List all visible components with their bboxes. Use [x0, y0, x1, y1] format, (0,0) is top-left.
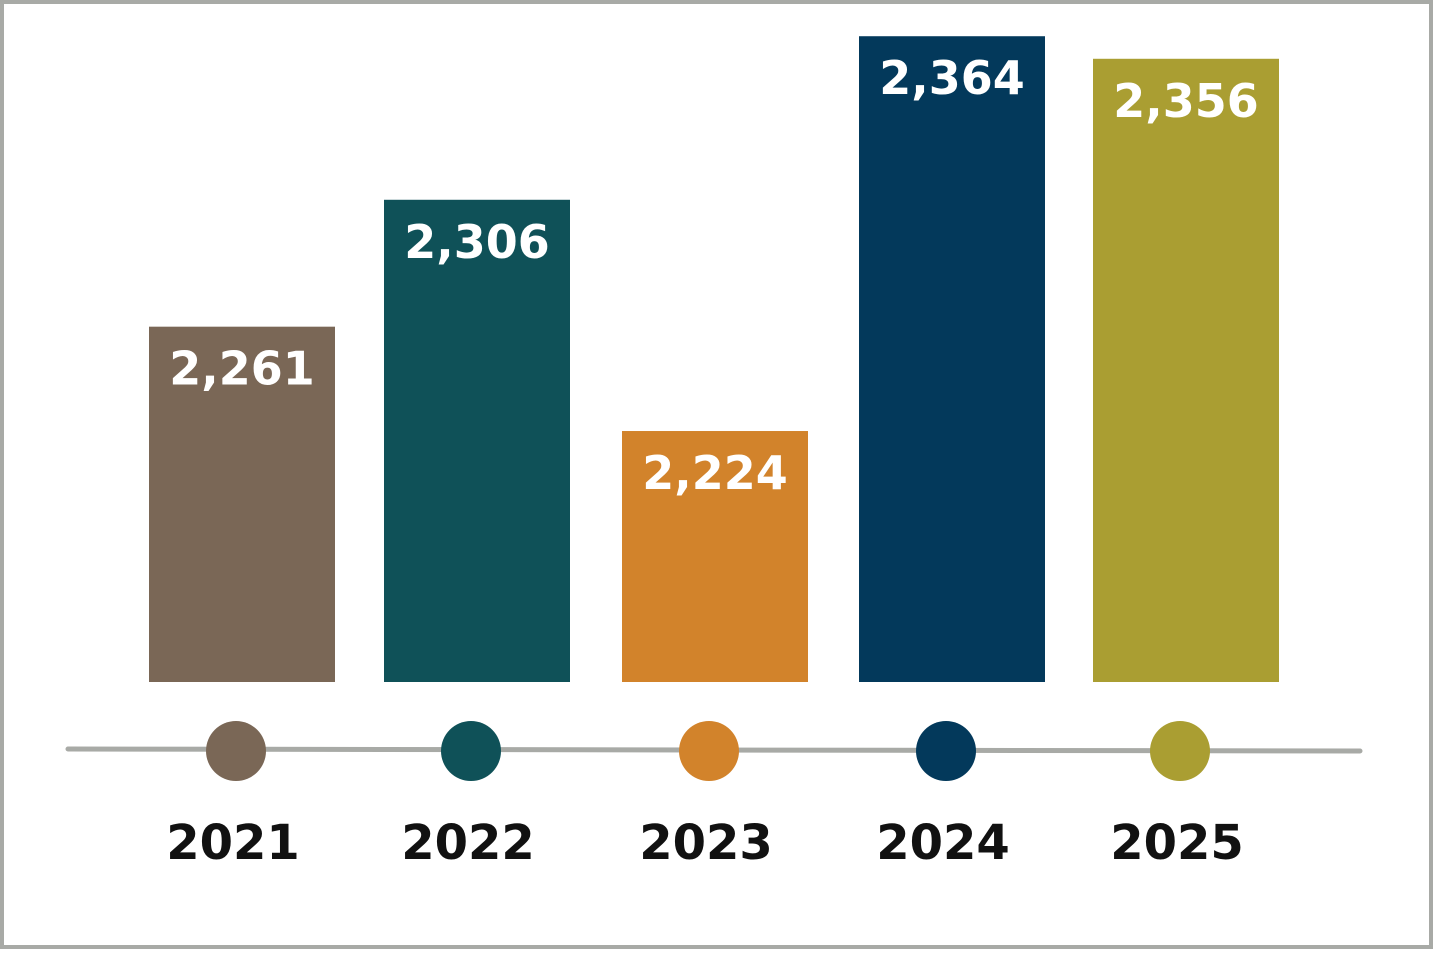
year-label-2024: 2024	[876, 815, 1010, 871]
year-label-2025: 2025	[1110, 815, 1244, 871]
year-label-2023: 2023	[639, 815, 773, 871]
value-label-2021: 2,261	[169, 342, 315, 396]
bar-2021	[149, 326, 335, 682]
year-labels-group: 2021 2022 2023 2024 2025	[166, 815, 1244, 871]
bars-group	[149, 36, 1279, 683]
value-label-2023: 2,224	[642, 446, 788, 500]
timeline-dot-2022	[441, 721, 501, 781]
bar-2022	[384, 199, 570, 682]
value-label-2025: 2,356	[1113, 74, 1259, 128]
timeline-dot-2024	[916, 721, 976, 781]
bar-2024	[859, 36, 1045, 683]
value-label-2024: 2,364	[879, 51, 1025, 105]
year-label-2022: 2022	[401, 815, 535, 871]
timeline-dot-2021	[206, 721, 266, 781]
value-label-2022: 2,306	[404, 215, 550, 269]
bar-2025	[1093, 58, 1279, 682]
timeline-dot-2025	[1150, 721, 1210, 781]
year-label-2021: 2021	[166, 815, 300, 871]
timeline-dots-group	[206, 721, 1210, 781]
value-labels-group: 2,261 2,306 2,224 2,364 2,356	[169, 51, 1259, 500]
timeline-dot-2023	[679, 721, 739, 781]
bar-2023	[622, 431, 808, 682]
